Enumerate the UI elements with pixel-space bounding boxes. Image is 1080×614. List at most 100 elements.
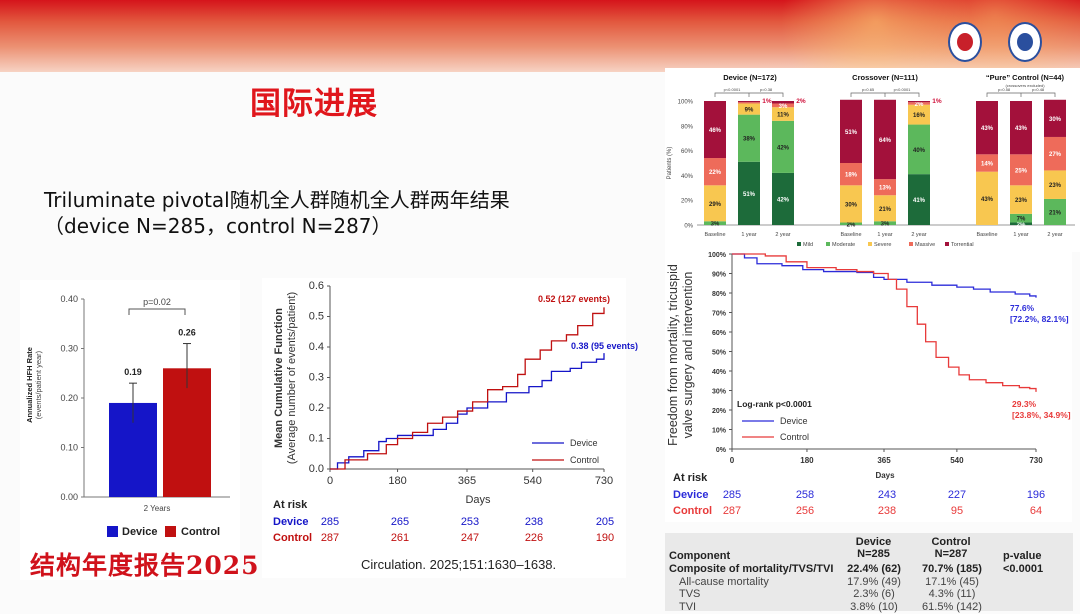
segment-torrential xyxy=(908,101,930,103)
cell-control: 4.3% (11) xyxy=(928,588,976,600)
mcf-chart-panel xyxy=(262,278,626,578)
legend-label-torrential: Torrential xyxy=(951,242,974,248)
y-tick-label: 20% xyxy=(712,408,727,415)
pvalue-label: p=0.58 xyxy=(998,87,1011,92)
segment-massive xyxy=(840,163,862,186)
at-risk-title: At risk xyxy=(273,499,308,511)
pvalue-label: p=0.38 xyxy=(760,87,773,92)
series-line-control xyxy=(732,253,1037,392)
segment-massive xyxy=(1010,154,1032,186)
legend-label-device: Device xyxy=(780,416,808,426)
bar-value-label: 0.26 xyxy=(178,328,196,338)
segment-label: 30% xyxy=(1049,117,1062,123)
at-risk-value: 196 xyxy=(1027,489,1045,501)
segment-label: 14% xyxy=(981,162,994,168)
y-tick-label: 100% xyxy=(708,252,727,259)
y-tick-label: 0.30 xyxy=(60,344,78,354)
y-tick-label: 0.4 xyxy=(309,341,324,353)
cell-device: 22.4% (62) xyxy=(847,563,901,575)
segment-label: 3% xyxy=(881,222,890,228)
segment-massive xyxy=(908,102,930,105)
legend-swatch-severe xyxy=(868,242,872,246)
end-ci-label-device: [72.2%, 82.1%] xyxy=(1010,314,1069,324)
y-tick-label: 80% xyxy=(681,124,694,130)
citation: Circulation. 2025;151:1630–1638. xyxy=(361,557,557,572)
segment-moderate xyxy=(840,222,862,225)
segment-torrential xyxy=(1010,101,1032,155)
x-tick-label: 540 xyxy=(950,456,964,465)
bar-category-label: Baseline xyxy=(976,232,997,238)
segment-severe xyxy=(704,185,726,222)
cell-device: 2.3% (6) xyxy=(853,588,895,600)
header-banner xyxy=(0,0,1080,72)
segment-torrential xyxy=(874,99,896,180)
segment-severe xyxy=(976,171,998,225)
bar-category-label: 1 year xyxy=(1013,232,1028,238)
subtitle-line-1: Triluminate pivotal随机全人群随机全人群两年结果 xyxy=(44,188,510,212)
cell-component: All-cause mortality xyxy=(679,575,769,588)
segment-label: 30% xyxy=(845,202,858,208)
y-tick-label: 0.20 xyxy=(60,393,78,403)
segment-label: 40% xyxy=(913,148,926,154)
legend-label-mild: Mild xyxy=(803,242,813,248)
segment-label: 7% xyxy=(1017,217,1026,223)
x-category-label: 2 Years xyxy=(144,504,171,513)
y-tick-label: 0.6 xyxy=(309,280,324,292)
segment-moderate xyxy=(1044,198,1066,225)
at-risk-value: 258 xyxy=(796,489,814,501)
group-title: Device (N=172) xyxy=(723,73,777,82)
segment-massive xyxy=(704,158,726,186)
legend-swatch-moderate xyxy=(826,242,830,246)
y-tick-label: 60% xyxy=(681,149,694,155)
segment-label: 18% xyxy=(845,173,858,179)
bar-value-label: 0.19 xyxy=(124,367,142,377)
pvalue-bracket xyxy=(850,92,920,97)
segment-label: 42% xyxy=(777,197,790,203)
segment-label: 3% xyxy=(779,104,788,110)
segment-label: 46% xyxy=(709,128,722,134)
y-axis-subtitle: (events/patient year) xyxy=(34,350,43,419)
y-tick-label: 40% xyxy=(681,174,694,180)
y-tick-label: 0.00 xyxy=(60,492,78,502)
bar-category-label: 2 year xyxy=(775,232,790,238)
x-tick-label: 180 xyxy=(388,475,406,487)
at-risk-value: 226 xyxy=(525,532,543,544)
p-value-label: p=0.02 xyxy=(143,297,171,307)
y-axis-title: Annualized HFH Rate xyxy=(25,347,34,423)
group-subtitle: (crossovers excluded) xyxy=(1005,83,1045,88)
at-risk-value: 243 xyxy=(878,489,896,501)
pvalue-label: p=0.48 xyxy=(1032,87,1045,92)
y-axis-title: Mean Cumulative Function xyxy=(273,308,285,448)
legend-label-device: Device xyxy=(570,438,598,448)
segment-label: 27% xyxy=(1049,152,1062,158)
segment-label: 16% xyxy=(913,113,926,119)
subtitle-line-2: （device N=285，control N=287） xyxy=(44,214,392,238)
y-tick-label: 90% xyxy=(712,272,727,279)
end-label-device: 0.38 (95 events) xyxy=(571,341,638,351)
group-title: Crossover (N=111) xyxy=(852,73,918,82)
segment-massive xyxy=(772,103,794,108)
y-tick-label: 0.5 xyxy=(309,311,324,323)
legend-swatch-mild xyxy=(797,242,801,246)
at-risk-value: 285 xyxy=(723,489,741,501)
cell-pvalue: <0.0001 xyxy=(1003,563,1044,575)
segment-mild xyxy=(908,174,930,225)
bar-control xyxy=(163,368,211,497)
segment-label: 2% xyxy=(847,222,856,228)
at-risk-value: 227 xyxy=(948,489,966,501)
pvalue-label: p<0.0001 xyxy=(894,87,912,92)
segment-massive xyxy=(976,154,998,172)
at-risk-value: 261 xyxy=(391,532,409,544)
segment-label: 43% xyxy=(1015,126,1028,132)
y-axis-title: Patients (%) xyxy=(667,147,673,180)
x-tick-label: 730 xyxy=(1029,456,1043,465)
bar-category-label: 1 year xyxy=(741,232,756,238)
segment-massive xyxy=(738,102,760,104)
legend-label-severe: Severe xyxy=(874,242,891,248)
at-risk-value: 247 xyxy=(461,532,479,544)
segment-label: 38% xyxy=(743,137,756,143)
header-device: Device xyxy=(855,536,892,548)
x-tick-label: 0 xyxy=(730,456,735,465)
at-risk-row-label-control: Control xyxy=(673,505,712,517)
end-ci-label-control: [23.8%, 34.9%] xyxy=(1012,410,1071,420)
